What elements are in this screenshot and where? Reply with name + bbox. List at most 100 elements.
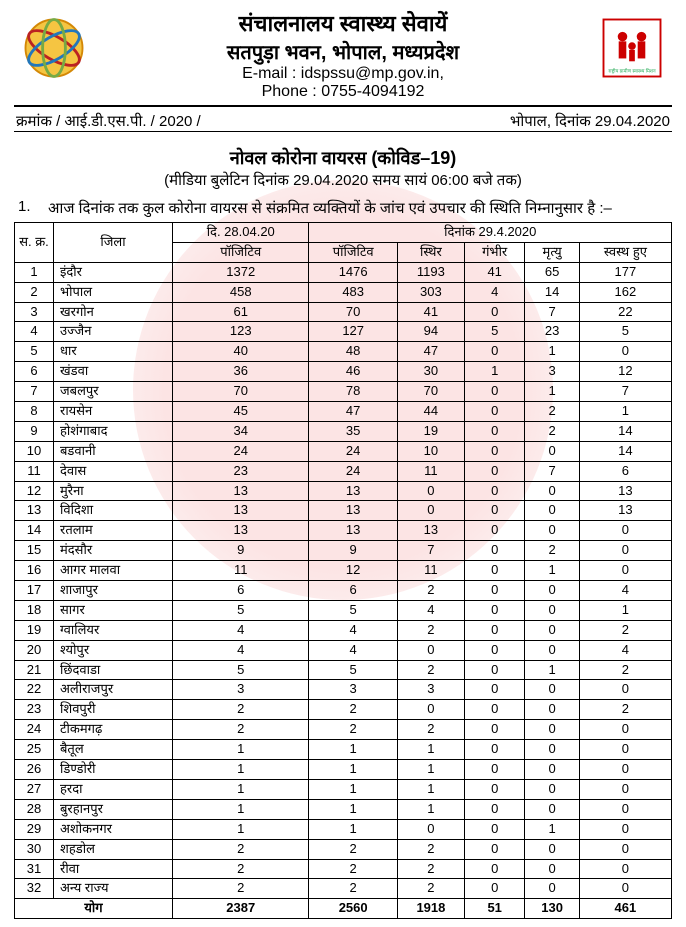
cell-value: 3 (309, 680, 397, 700)
cell-value: 21 (15, 660, 54, 680)
table-row: 27हरदा111000 (15, 779, 672, 799)
cell-value: 1 (309, 760, 397, 780)
cell-value: 24 (309, 461, 397, 481)
cell-district: इंदौर (54, 262, 173, 282)
table-row: 13विदिशा131300013 (15, 501, 672, 521)
cell-value: 22 (15, 680, 54, 700)
cell-value: 303 (397, 282, 464, 302)
table-body: 1इंदौर13721476119341651772भोपाल458483303… (15, 262, 672, 899)
table-row: 29अशोकनगर110010 (15, 819, 672, 839)
cell-value: 4 (397, 600, 464, 620)
th-positive-prev: पॉजिटिव (173, 242, 309, 262)
cell-value: 70 (173, 382, 309, 402)
cell-value: 11 (397, 461, 464, 481)
cell-value: 10 (397, 441, 464, 461)
cell-value: 23 (173, 461, 309, 481)
cell-district: शिवपुरी (54, 700, 173, 720)
cell-district: शाजापुर (54, 581, 173, 601)
table-row: 11देवास232411076 (15, 461, 672, 481)
cell-value: 2 (15, 282, 54, 302)
table-row: 7जबलपुर707870017 (15, 382, 672, 402)
cell-value: 0 (464, 600, 524, 620)
cell-district: बैतूल (54, 740, 173, 760)
cell-value: 1 (173, 760, 309, 780)
cell-value: 0 (464, 541, 524, 561)
cell-value: 0 (464, 879, 524, 899)
cell-value: 27 (15, 779, 54, 799)
cell-value: 6 (309, 581, 397, 601)
cell-value: 0 (464, 561, 524, 581)
cell-value: 2 (309, 879, 397, 899)
cell-district: डिण्डोरी (54, 760, 173, 780)
cell-district: मुरैना (54, 481, 173, 501)
cell-value: 13 (309, 501, 397, 521)
cell-value: 0 (464, 581, 524, 601)
cell-value: 25 (15, 740, 54, 760)
cell-value: 1476 (309, 262, 397, 282)
table-row: 21छिंदवाडा552012 (15, 660, 672, 680)
cell-value: 4 (309, 640, 397, 660)
cell-value: 4 (15, 322, 54, 342)
cell-value: 17 (15, 581, 54, 601)
cell-value: 11 (397, 561, 464, 581)
table-row: 16आगर मालवा111211010 (15, 561, 672, 581)
cell-value: 0 (464, 481, 524, 501)
cell-value: 9 (15, 421, 54, 441)
cell-value: 0 (525, 760, 579, 780)
cell-value: 1 (525, 819, 579, 839)
cell-value: 1 (309, 779, 397, 799)
cell-value: 7 (397, 541, 464, 561)
cell-value: 2 (525, 402, 579, 422)
cell-value: 3 (397, 680, 464, 700)
cell-value: 1 (397, 740, 464, 760)
cell-district: बुरहानपुर (54, 799, 173, 819)
th-serious: गंभीर (464, 242, 524, 262)
cell-value: 23 (15, 700, 54, 720)
cell-value: 0 (397, 501, 464, 521)
cell-district: ग्वालियर (54, 620, 173, 640)
cell-value: 1 (173, 779, 309, 799)
cell-value: 12 (579, 362, 671, 382)
cell-value: 22 (579, 302, 671, 322)
th-death: मृत्यु (525, 242, 579, 262)
cell-value: 16 (15, 561, 54, 581)
cell-value: 0 (579, 342, 671, 362)
cell-value: 0 (464, 620, 524, 640)
cell-value: 2 (397, 581, 464, 601)
cell-value: 13 (173, 481, 309, 501)
cell-value: 0 (525, 720, 579, 740)
cell-district: रतलाम (54, 521, 173, 541)
cell-value: 11 (15, 461, 54, 481)
cell-value: 0 (525, 680, 579, 700)
table-row: 10बडवानी2424100014 (15, 441, 672, 461)
cell-value: 2 (173, 859, 309, 879)
table-row: 30शहडोल222000 (15, 839, 672, 859)
cell-value: 0 (525, 839, 579, 859)
th-stable: स्थिर (397, 242, 464, 262)
bulletin-title: नोवल कोरोना वायरस (कोविड–19) (14, 146, 672, 170)
cell-value: 2 (173, 879, 309, 899)
cell-value: 0 (464, 779, 524, 799)
bulletin-subtitle: (मीडिया बुलेटिन दिनांक 29.04.2020 समय सा… (14, 170, 672, 190)
cell-value: 162 (579, 282, 671, 302)
cell-value: 13 (15, 501, 54, 521)
cell-value: 7 (525, 461, 579, 481)
table-row: 25बैतूल111000 (15, 740, 672, 760)
cell-district: सागर (54, 600, 173, 620)
cell-value: 2 (309, 859, 397, 879)
cell-value: 1 (309, 799, 397, 819)
cell-value: 29 (15, 819, 54, 839)
cell-value: 177 (579, 262, 671, 282)
cell-value: 30 (397, 362, 464, 382)
cell-value: 0 (579, 720, 671, 740)
cell-value: 13 (309, 481, 397, 501)
cell-value: 0 (579, 839, 671, 859)
reference-line: क्रमांक / आई.डी.एस.पी. / 2020 / भोपाल, द… (14, 107, 672, 132)
table-row: 5धार404847010 (15, 342, 672, 362)
cell-value: 1 (173, 819, 309, 839)
cell-district: रायसेन (54, 402, 173, 422)
cell-value: 0 (525, 640, 579, 660)
cell-value: 0 (525, 859, 579, 879)
cell-value: 0 (464, 760, 524, 780)
table-row: 3खरगोन6170410722 (15, 302, 672, 322)
